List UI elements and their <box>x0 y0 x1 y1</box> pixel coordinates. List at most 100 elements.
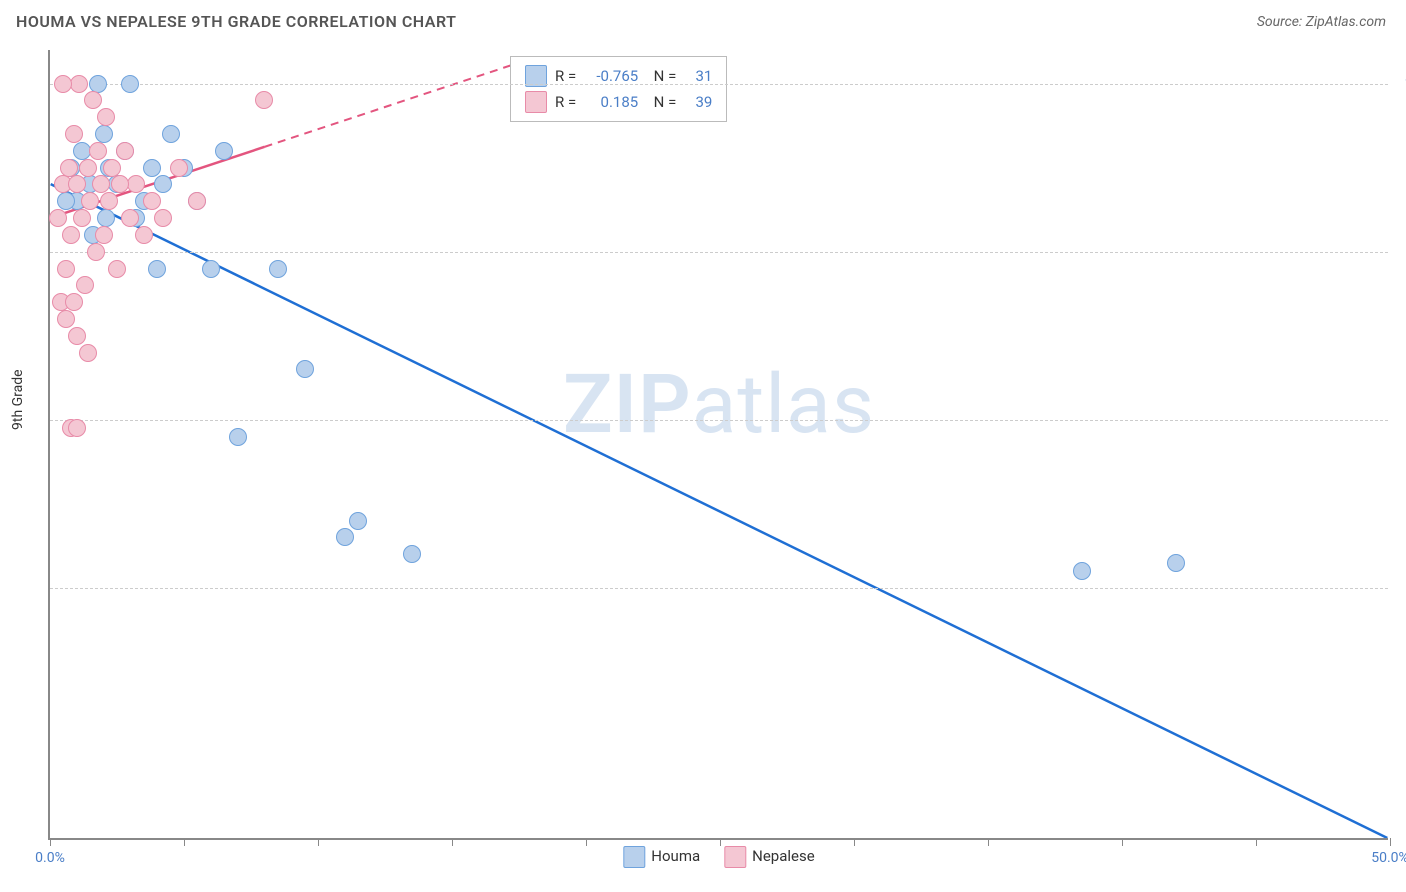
series-legend-item: Houma <box>623 846 700 868</box>
data-point <box>127 175 145 193</box>
y-axis-label: 9th Grade <box>10 369 26 430</box>
data-point <box>97 108 115 126</box>
data-point <box>215 142 233 160</box>
x-tick <box>720 838 721 846</box>
data-point <box>269 260 287 278</box>
data-point <box>143 192 161 210</box>
gridline <box>50 420 1388 421</box>
legend-swatch <box>623 846 645 868</box>
data-point <box>73 209 91 227</box>
data-point <box>1073 562 1091 580</box>
legend-r-value: -0.765 <box>584 67 638 85</box>
legend-r-value: 0.185 <box>584 93 638 111</box>
x-tick-label: 50.0% <box>1371 850 1406 866</box>
data-point <box>89 142 107 160</box>
legend-n-label: N = <box>646 93 676 111</box>
series-label: Houma <box>651 847 700 865</box>
data-point <box>97 209 115 227</box>
x-tick-label: 0.0% <box>35 850 65 866</box>
data-point <box>1167 554 1185 572</box>
watermark: ZIPatlas <box>563 357 875 453</box>
data-point <box>62 226 80 244</box>
data-point <box>336 528 354 546</box>
legend-n-label: N = <box>646 67 676 85</box>
data-point <box>65 293 83 311</box>
data-point <box>202 260 220 278</box>
x-tick <box>318 838 319 846</box>
data-point <box>65 125 83 143</box>
data-point <box>92 175 110 193</box>
x-tick <box>988 838 989 846</box>
data-point <box>103 159 121 177</box>
chart-title: HOUMA VS NEPALESE 9TH GRADE CORRELATION … <box>16 12 456 31</box>
x-tick <box>854 838 855 846</box>
data-point <box>135 226 153 244</box>
legend-swatch <box>724 846 746 868</box>
watermark-light: atlas <box>692 357 875 453</box>
data-point <box>68 327 86 345</box>
legend-swatch <box>525 91 547 113</box>
legend-n-value: 31 <box>684 67 712 85</box>
data-point <box>79 344 97 362</box>
data-point <box>57 260 75 278</box>
data-point <box>68 419 86 437</box>
data-point <box>188 192 206 210</box>
data-point <box>111 175 129 193</box>
legend-r-label: R = <box>555 67 576 85</box>
data-point <box>148 260 166 278</box>
data-point <box>54 75 72 93</box>
data-point <box>154 209 172 227</box>
data-point <box>255 91 273 109</box>
data-point <box>68 175 86 193</box>
data-point <box>296 360 314 378</box>
legend-stat-row: R = -0.765 N = 31 <box>525 63 712 89</box>
legend-n-value: 39 <box>684 93 712 111</box>
stats-legend: R = -0.765 N = 31 R = 0.185 N = 39 <box>510 56 727 122</box>
data-point <box>89 75 107 93</box>
data-point <box>84 91 102 109</box>
x-tick <box>50 838 51 846</box>
series-label: Nepalese <box>752 847 815 865</box>
data-point <box>349 512 367 530</box>
data-point <box>162 125 180 143</box>
data-point <box>229 428 247 446</box>
series-legend-item: Nepalese <box>724 846 815 868</box>
chart-header: HOUMA VS NEPALESE 9TH GRADE CORRELATION … <box>0 0 1406 39</box>
x-tick <box>1256 838 1257 846</box>
data-point <box>143 159 161 177</box>
data-point <box>116 142 134 160</box>
data-point <box>49 209 67 227</box>
plot-area: ZIPatlas R = -0.765 N = 31 R = 0.185 N =… <box>48 50 1388 840</box>
data-point <box>154 175 172 193</box>
data-point <box>121 209 139 227</box>
x-tick <box>1390 838 1391 846</box>
data-point <box>76 276 94 294</box>
gridline <box>50 252 1388 253</box>
data-point <box>81 192 99 210</box>
data-point <box>108 260 126 278</box>
data-point <box>403 545 421 563</box>
x-tick <box>184 838 185 846</box>
series-legend: Houma Nepalese <box>623 846 814 868</box>
data-point <box>170 159 188 177</box>
trend-lines-svg <box>50 50 1388 838</box>
data-point <box>79 159 97 177</box>
data-point <box>57 192 75 210</box>
data-point <box>100 192 118 210</box>
gridline <box>50 588 1388 589</box>
x-tick <box>452 838 453 846</box>
data-point <box>95 125 113 143</box>
legend-r-label: R = <box>555 93 576 111</box>
gridline <box>50 84 1388 85</box>
data-point <box>57 310 75 328</box>
x-tick <box>1122 838 1123 846</box>
data-point <box>87 243 105 261</box>
legend-stat-row: R = 0.185 N = 39 <box>525 89 712 115</box>
data-point <box>60 159 78 177</box>
data-point <box>121 75 139 93</box>
watermark-bold: ZIP <box>563 357 692 453</box>
x-tick <box>586 838 587 846</box>
data-point <box>70 75 88 93</box>
data-point <box>95 226 113 244</box>
source-label: Source: ZipAtlas.com <box>1257 14 1386 30</box>
